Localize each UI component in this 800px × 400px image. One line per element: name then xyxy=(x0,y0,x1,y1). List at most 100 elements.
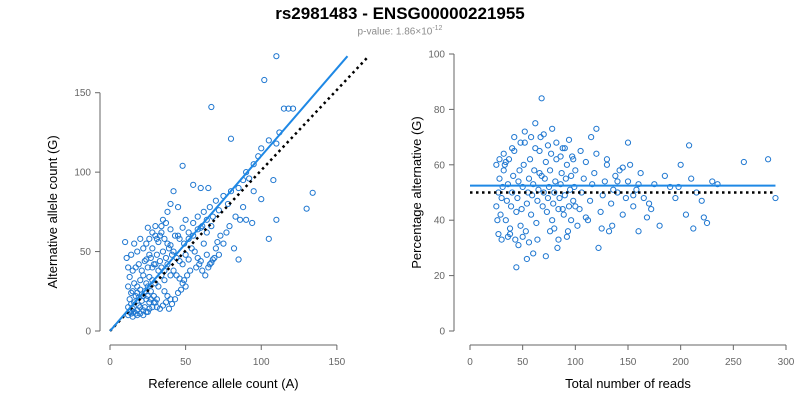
left-data-point xyxy=(132,264,139,271)
left-data-point xyxy=(122,238,129,246)
left-data-point xyxy=(232,213,239,220)
right-data-point xyxy=(561,145,568,152)
right-data-point xyxy=(565,203,573,210)
left-data-point xyxy=(191,248,198,255)
left-x-tick-label: 100 xyxy=(253,357,270,368)
right-data-point xyxy=(576,206,583,213)
right-data-point xyxy=(555,206,562,213)
left-data-point xyxy=(205,264,212,271)
right-x-axis-label: Total number of reads xyxy=(565,376,691,391)
left-data-point xyxy=(164,261,171,268)
left-data-point xyxy=(185,229,192,236)
right-data-point xyxy=(635,181,642,188)
right-data-point xyxy=(549,125,556,132)
right-data-point xyxy=(564,228,572,235)
right-data-point xyxy=(540,131,547,138)
right-data-point xyxy=(523,200,530,207)
right-data-point xyxy=(619,211,626,218)
right-data-point xyxy=(504,181,512,188)
right-data-point xyxy=(554,244,561,251)
left-data-point xyxy=(164,208,171,215)
right-data-point xyxy=(556,194,563,202)
right-data-point xyxy=(582,214,589,221)
left-data-point xyxy=(202,272,209,279)
left-data-point xyxy=(131,240,138,247)
left-data-point xyxy=(235,184,242,192)
right-data-point xyxy=(572,203,579,210)
chart-title: rs2981483 - ENSG00000221955 xyxy=(275,4,525,23)
left-data-point xyxy=(179,261,186,268)
right-data-point xyxy=(526,156,534,163)
left-data-point xyxy=(190,181,197,188)
p-value-exponent: -12 xyxy=(432,25,443,32)
left-data-point xyxy=(140,245,147,252)
right-data-point xyxy=(637,170,644,177)
right-data-point xyxy=(536,147,543,155)
left-data-point xyxy=(194,226,201,233)
left-data-point xyxy=(144,264,151,271)
right-data-point xyxy=(559,206,566,213)
left-y-tick-label: 100 xyxy=(74,168,91,179)
left-data-point xyxy=(131,299,138,306)
left-data-point xyxy=(171,296,179,303)
right-y-tick-label: 20 xyxy=(434,271,446,282)
right-data-point xyxy=(562,175,569,182)
right-data-point xyxy=(542,158,549,166)
right-data-point xyxy=(496,156,503,163)
right-data-point xyxy=(645,200,653,207)
right-data-point xyxy=(675,183,682,191)
right-data-point xyxy=(622,194,629,202)
left-data-point xyxy=(134,307,141,314)
left-data-point xyxy=(174,232,182,239)
left-data-point xyxy=(149,229,156,236)
right-data-point xyxy=(619,164,626,171)
left-data-point xyxy=(181,277,188,284)
right-data-point xyxy=(545,183,553,191)
right-data-point xyxy=(513,208,520,215)
left-data-point xyxy=(250,161,257,168)
right-data-point xyxy=(612,172,619,179)
left-data-point xyxy=(185,256,192,263)
right-data-point xyxy=(603,156,611,163)
left-data-point xyxy=(146,273,153,281)
left-data-point xyxy=(146,299,153,306)
right-data-point xyxy=(548,150,555,157)
right-data-point xyxy=(534,236,541,243)
right-data-point xyxy=(521,139,528,146)
right-y-axis-label: Percentage alternative (G) xyxy=(409,116,424,268)
left-data-point xyxy=(149,245,156,252)
left-data-point xyxy=(134,283,141,290)
right-data-point xyxy=(557,181,564,188)
right-data-point xyxy=(527,134,535,141)
right-data-point xyxy=(553,156,560,163)
right-data-point xyxy=(624,139,632,146)
left-x-tick-label: 150 xyxy=(329,357,346,368)
left-data-point xyxy=(162,254,170,262)
right-data-point xyxy=(551,225,558,232)
left-data-point xyxy=(179,280,186,287)
left-data-point xyxy=(273,53,280,60)
right-data-point xyxy=(497,211,504,218)
left-data-point xyxy=(171,232,179,239)
right-data-point xyxy=(569,153,576,160)
left-data-point xyxy=(162,299,170,306)
right-data-point xyxy=(520,161,527,168)
right-data-point xyxy=(588,134,595,141)
right-data-point xyxy=(555,236,562,243)
left-data-point xyxy=(209,256,216,263)
left-data-point xyxy=(129,313,136,320)
left-plot: 0 50 100 150 0 50 100 150 Reference allele count… xyxy=(45,53,369,391)
right-data-point xyxy=(493,161,500,168)
right-data-point xyxy=(507,203,515,210)
right-data-point xyxy=(530,181,537,188)
left-y-tick-label: 50 xyxy=(80,247,92,258)
right-x-tick-label: 50 xyxy=(517,357,529,368)
right-data-point xyxy=(543,208,550,215)
left-y-tick-label: 0 xyxy=(85,327,91,338)
left-data-point xyxy=(125,264,132,271)
right-data-point xyxy=(598,225,605,232)
right-data-point xyxy=(698,197,705,204)
right-y-tick-label: 100 xyxy=(428,50,445,61)
right-data-point xyxy=(501,161,508,168)
